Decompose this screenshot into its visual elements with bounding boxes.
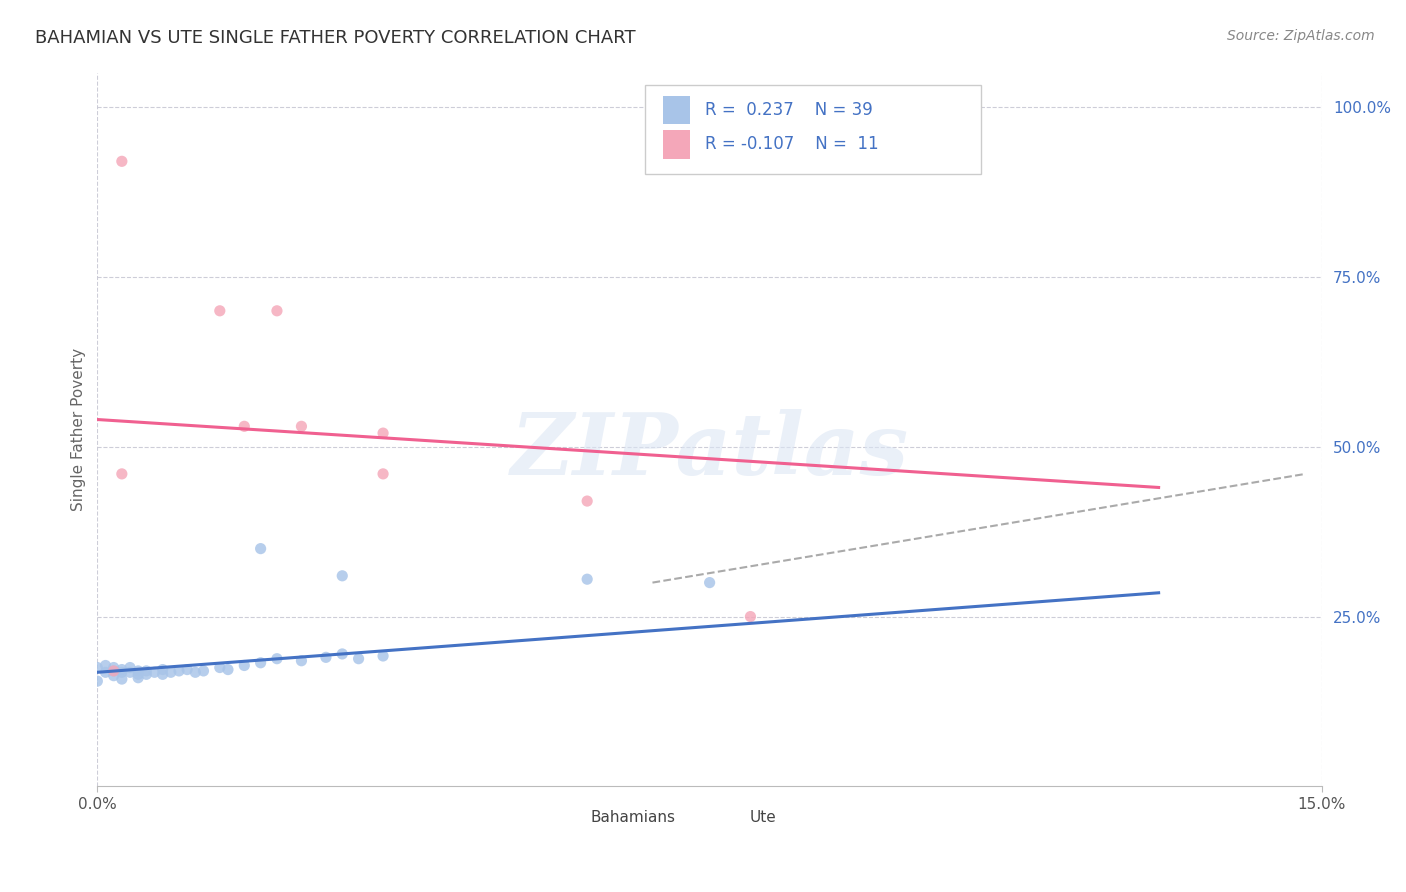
Point [127, 671, 149, 685]
Point [176, 663, 198, 677]
Point [152, 667, 174, 681]
Bar [664, 95, 690, 124]
Text: Bahamians: Bahamians [591, 810, 676, 824]
Y-axis label: Single Father Poverty: Single Father Poverty [72, 348, 86, 511]
Point [290, 419, 312, 434]
Point [233, 419, 256, 434]
Text: ZIPatlas: ZIPatlas [510, 409, 908, 493]
Point [159, 665, 181, 680]
Point [94, 658, 117, 673]
Point [347, 651, 370, 665]
Point [143, 665, 166, 680]
Point [208, 303, 231, 318]
Point [576, 572, 599, 586]
Point [371, 648, 394, 663]
Point [290, 654, 312, 668]
Point [249, 541, 271, 556]
Point [103, 664, 125, 678]
Bar [664, 130, 690, 159]
Point [249, 656, 271, 670]
Point [184, 665, 207, 680]
Point [103, 668, 125, 682]
Bar [721, 806, 744, 828]
Point [127, 664, 149, 678]
Point [103, 660, 125, 674]
Point [111, 663, 134, 677]
Text: R =  0.237    N = 39: R = 0.237 N = 39 [704, 101, 873, 119]
Point [266, 651, 288, 665]
Point [86, 660, 108, 674]
Point [127, 667, 149, 681]
Point [111, 467, 134, 481]
Point [111, 665, 134, 680]
Point [208, 660, 231, 674]
Point [111, 154, 134, 169]
Point [86, 674, 108, 689]
Point [193, 664, 215, 678]
Point [152, 663, 174, 677]
Point [699, 575, 721, 590]
Point [217, 663, 239, 677]
Point [576, 494, 599, 508]
Point [371, 467, 394, 481]
Text: BAHAMIAN VS UTE SINGLE FATHER POVERTY CORRELATION CHART: BAHAMIAN VS UTE SINGLE FATHER POVERTY CO… [35, 29, 636, 46]
Point [740, 609, 762, 624]
Point [135, 664, 157, 678]
Point [135, 667, 157, 681]
Point [118, 665, 141, 680]
Point [118, 660, 141, 674]
Point [111, 672, 134, 686]
Point [233, 658, 256, 673]
FancyBboxPatch shape [645, 85, 981, 174]
Text: Ute: Ute [749, 810, 776, 824]
Point [330, 647, 353, 661]
Bar [562, 806, 585, 828]
Point [103, 664, 125, 678]
Point [167, 664, 190, 678]
Point [94, 665, 117, 680]
Point [371, 426, 394, 441]
Point [330, 569, 353, 583]
Text: Source: ZipAtlas.com: Source: ZipAtlas.com [1227, 29, 1375, 43]
Point [315, 650, 337, 665]
Point [266, 303, 288, 318]
Text: R = -0.107    N =  11: R = -0.107 N = 11 [704, 136, 879, 153]
